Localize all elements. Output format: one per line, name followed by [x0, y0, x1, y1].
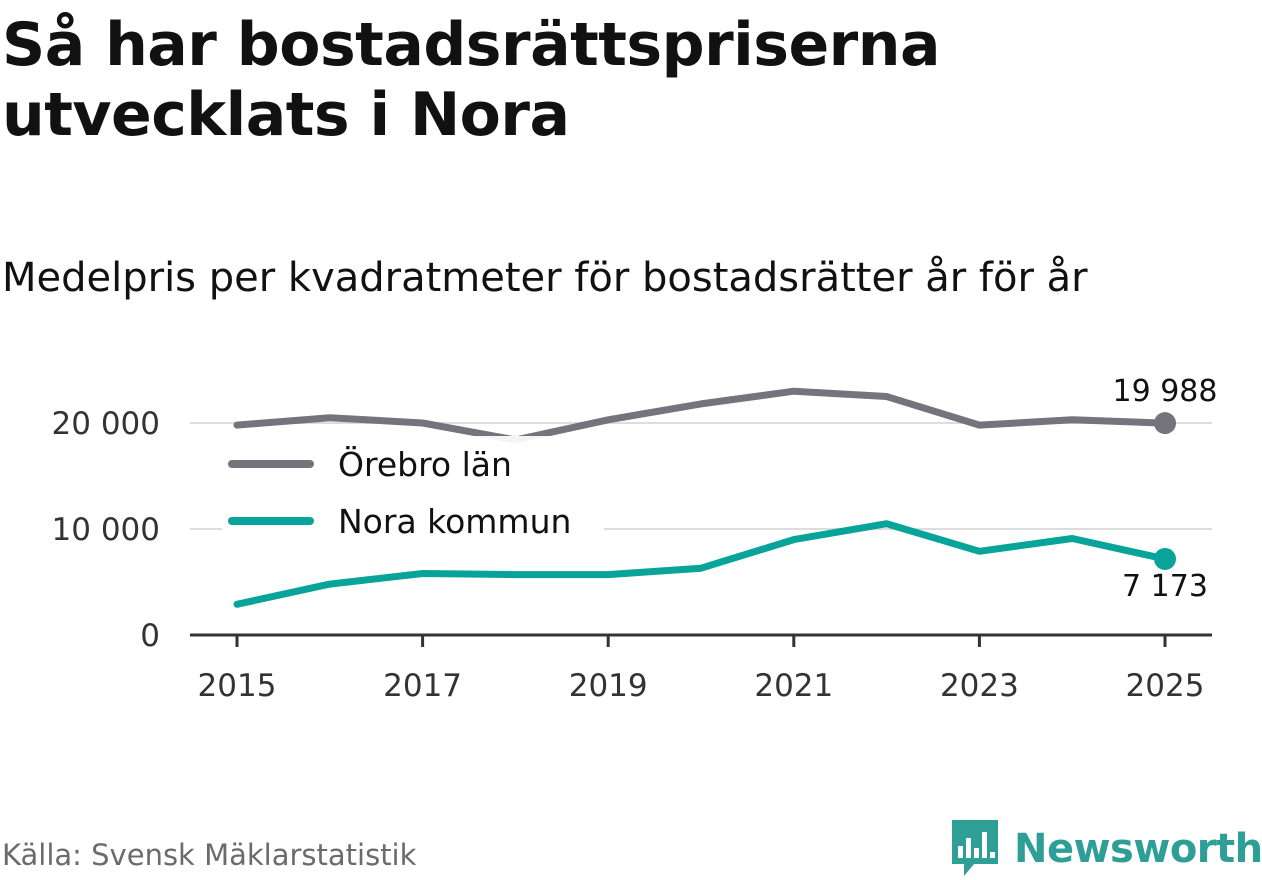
series-lines	[233, 387, 1176, 608]
end-value-label: 19 988	[1113, 374, 1218, 409]
series-line-0	[233, 387, 1169, 444]
brand-name: Newsworthy	[1014, 826, 1262, 872]
chart-title: Så har bostadsrättspriserna utvecklats i…	[2, 10, 940, 150]
y-tick-label: 10 000	[52, 512, 160, 548]
legend: Örebro län Nora kommun	[222, 436, 604, 548]
data-labels: 19 988 7 173	[1110, 371, 1221, 607]
series-end-marker	[1154, 412, 1176, 435]
x-tick-label: 2023	[940, 668, 1019, 704]
x-tick-label: 2017	[383, 668, 462, 704]
axes: 0 10 000 20 000 2015 2017 2019 2021 2023 2025	[52, 406, 1212, 704]
x-tick-label: 2015	[198, 668, 277, 704]
y-tick-label: 20 000	[52, 406, 160, 442]
end-value-label: 7 173	[1122, 569, 1208, 604]
series-end-marker	[1154, 547, 1176, 570]
newsworthy-logo: Newsworthy	[950, 818, 1262, 880]
x-tick-label: 2019	[569, 668, 648, 704]
legend-background	[222, 436, 604, 548]
x-tick-label: 2021	[754, 668, 833, 704]
legend-label: Örebro län	[338, 444, 512, 484]
newsworthy-icon	[952, 820, 998, 876]
x-tick-label: 2025	[1126, 668, 1205, 704]
chart-subtitle: Medelpris per kvadratmeter för bostadsrä…	[2, 255, 1088, 301]
legend-label: Nora kommun	[338, 502, 571, 541]
source-note: Källa: Svensk Mäklarstatistik	[2, 838, 417, 872]
series-line-1	[233, 520, 1169, 608]
y-tick-label: 0	[140, 618, 160, 654]
